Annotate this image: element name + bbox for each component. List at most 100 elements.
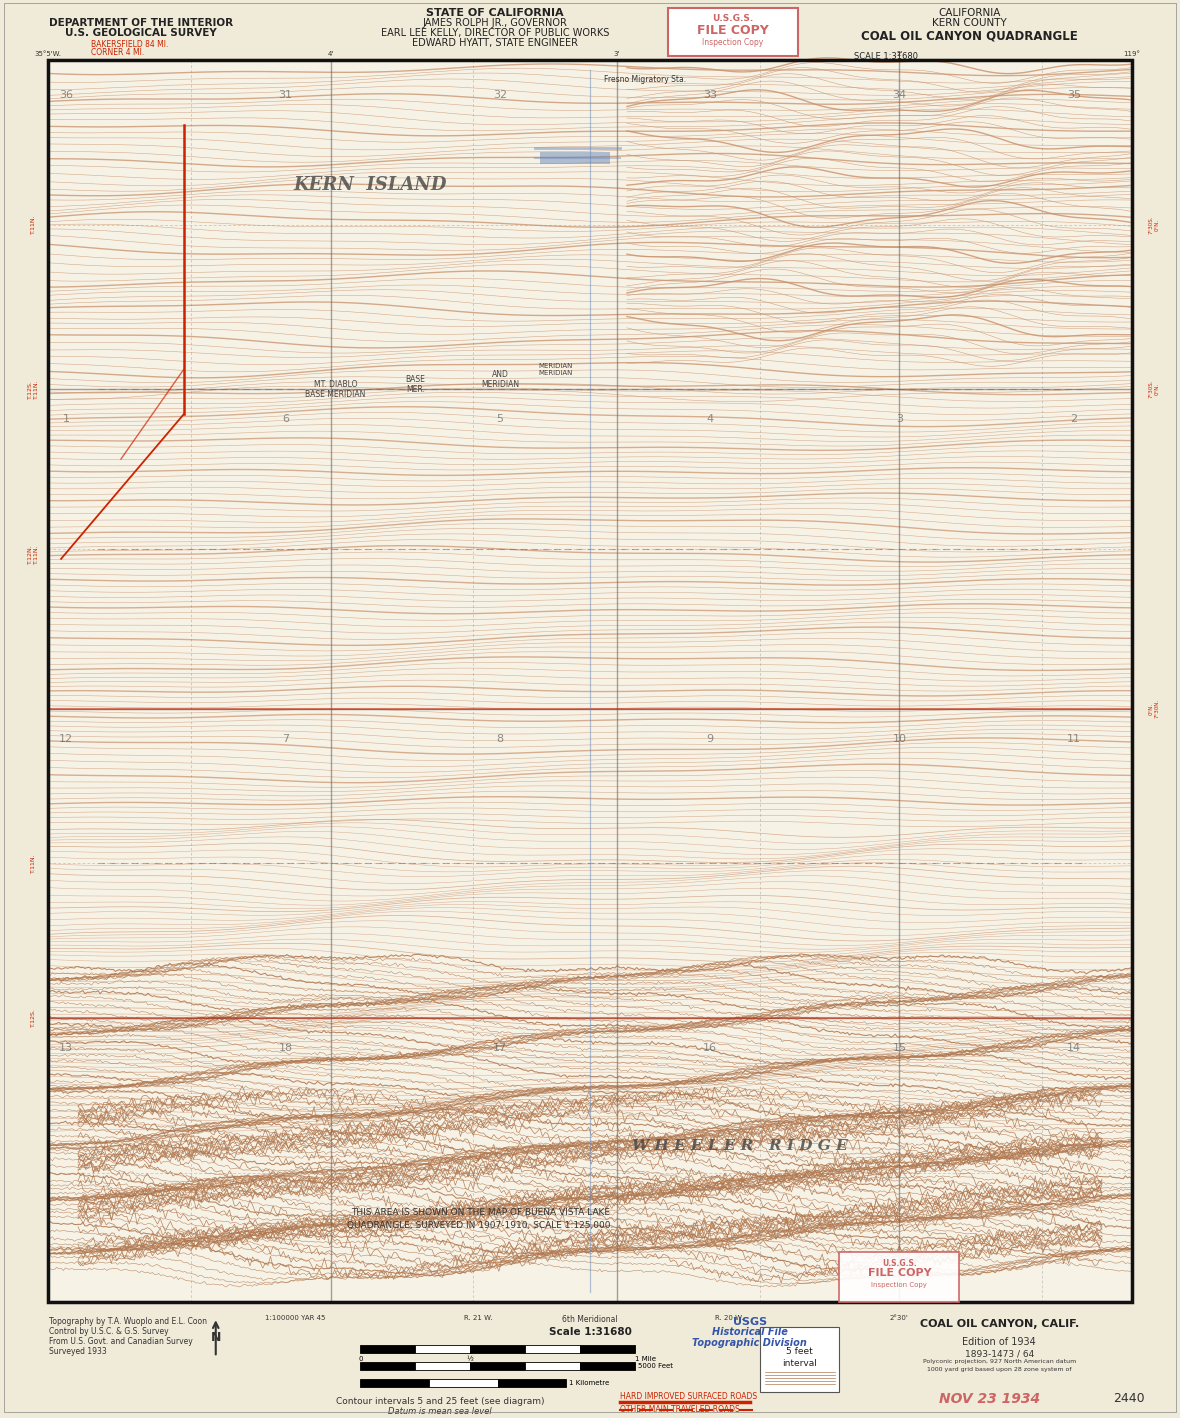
Bar xyxy=(48,60,1132,1302)
Text: 0: 0 xyxy=(359,1356,362,1363)
Text: R. 21 W.: R. 21 W. xyxy=(464,1316,492,1322)
Text: 10: 10 xyxy=(892,733,906,743)
Text: N: N xyxy=(210,1332,221,1344)
Bar xyxy=(360,1363,415,1370)
Text: Scale 1:31680: Scale 1:31680 xyxy=(549,1327,631,1337)
Bar xyxy=(360,1380,430,1387)
Text: 6th Meridional: 6th Meridional xyxy=(562,1316,618,1324)
Text: Edition of 1934: Edition of 1934 xyxy=(963,1337,1036,1347)
Text: 13: 13 xyxy=(59,1042,73,1054)
Text: AND
MERIDIAN: AND MERIDIAN xyxy=(481,370,519,389)
Text: 18: 18 xyxy=(278,1042,293,1054)
Text: 9: 9 xyxy=(706,733,714,743)
Text: COAL OIL CANYON QUADRANGLE: COAL OIL CANYON QUADRANGLE xyxy=(861,30,1077,43)
Text: 1 Kilometre: 1 Kilometre xyxy=(569,1380,610,1387)
Bar xyxy=(525,1346,581,1353)
Text: BAKERSFIELD 84 MI.: BAKERSFIELD 84 MI. xyxy=(91,40,169,48)
Text: 2: 2 xyxy=(1070,414,1077,424)
Text: Polyconic projection, 927 North American datum: Polyconic projection, 927 North American… xyxy=(923,1360,1076,1364)
Text: 34: 34 xyxy=(892,89,906,99)
Text: U.S.G.S.: U.S.G.S. xyxy=(712,14,753,23)
Text: 12: 12 xyxy=(59,733,73,743)
Text: 3: 3 xyxy=(896,414,903,424)
Text: MT. DIABLO
BASE MERIDIAN: MT. DIABLO BASE MERIDIAN xyxy=(306,380,366,398)
Text: 11: 11 xyxy=(1067,733,1081,743)
Text: T.12S.: T.12S. xyxy=(31,1008,35,1028)
Bar xyxy=(498,1380,566,1387)
Text: T.12S.
T.11N.: T.12S. T.11N. xyxy=(27,380,39,398)
Text: THIS AREA IS SHOWN ON THE MAP OF BUENA VISTA LAKE: THIS AREA IS SHOWN ON THE MAP OF BUENA V… xyxy=(350,1208,610,1217)
Text: 2440: 2440 xyxy=(1113,1392,1145,1405)
Text: BASE
MER.: BASE MER. xyxy=(406,374,425,394)
Text: Contour intervals 5 and 25 feet (see diagram): Contour intervals 5 and 25 feet (see dia… xyxy=(336,1397,544,1407)
Text: COAL OIL CANYON, CALIF.: COAL OIL CANYON, CALIF. xyxy=(919,1319,1079,1329)
Text: 1:100000 YAR 45: 1:100000 YAR 45 xyxy=(266,1316,326,1322)
Text: Surveyed 1933: Surveyed 1933 xyxy=(50,1347,107,1356)
Text: 32: 32 xyxy=(493,89,507,99)
Bar xyxy=(48,60,1132,1302)
Text: 35°5'W.: 35°5'W. xyxy=(34,51,61,57)
Text: interval: interval xyxy=(782,1360,817,1368)
Text: 35: 35 xyxy=(1067,89,1081,99)
Text: W H E E L E R   R I D G E: W H E E L E R R I D G E xyxy=(631,1139,847,1153)
Text: 14: 14 xyxy=(1067,1042,1081,1054)
Text: 6: 6 xyxy=(282,414,289,424)
Bar xyxy=(430,1380,498,1387)
Text: 0°N.
7°30N.: 0°N. 7°30N. xyxy=(1148,699,1159,718)
Text: 36: 36 xyxy=(59,89,73,99)
Text: From U.S. Govt. and Canadian Survey: From U.S. Govt. and Canadian Survey xyxy=(50,1337,192,1346)
Text: T.12N.
T.11N.: T.12N. T.11N. xyxy=(27,545,39,564)
Text: T.11N.: T.11N. xyxy=(31,214,35,234)
Text: CORNER 4 MI.: CORNER 4 MI. xyxy=(91,48,144,57)
Text: 1000 yard grid based upon 28 zone system of: 1000 yard grid based upon 28 zone system… xyxy=(927,1367,1071,1373)
Text: 5000 Feet: 5000 Feet xyxy=(638,1363,673,1370)
Text: EARL LEE KELLY, DIRECTOR OF PUBLIC WORKS: EARL LEE KELLY, DIRECTOR OF PUBLIC WORKS xyxy=(381,28,609,38)
Bar xyxy=(581,1346,635,1353)
Text: U.S.G.S.: U.S.G.S. xyxy=(881,1259,917,1269)
Text: 1893-1473 / 64: 1893-1473 / 64 xyxy=(964,1350,1034,1358)
Bar xyxy=(471,1346,525,1353)
Text: Topography by T.A. Wuoplo and E.L. Coon: Topography by T.A. Wuoplo and E.L. Coon xyxy=(50,1317,206,1326)
Text: Fresno Migratory Sta.: Fresno Migratory Sta. xyxy=(604,75,686,84)
Text: 2': 2' xyxy=(897,51,903,57)
Bar xyxy=(760,1327,839,1392)
Text: SCALE 1:31680: SCALE 1:31680 xyxy=(854,52,918,61)
Text: R. 20 W.: R. 20 W. xyxy=(715,1316,743,1322)
Text: STATE OF CALIFORNIA: STATE OF CALIFORNIA xyxy=(426,9,564,18)
Text: 7°30S.
0°N.: 7°30S. 0°N. xyxy=(1148,380,1159,398)
Text: MERIDIAN
MERIDIAN: MERIDIAN MERIDIAN xyxy=(538,363,572,376)
Text: 31: 31 xyxy=(278,89,293,99)
Text: FILE COPY: FILE COPY xyxy=(697,24,768,37)
Text: 33: 33 xyxy=(703,89,716,99)
Bar xyxy=(415,1363,471,1370)
Text: KERN COUNTY: KERN COUNTY xyxy=(932,18,1007,28)
Text: U.S. GEOLOGICAL SURVEY: U.S. GEOLOGICAL SURVEY xyxy=(65,28,217,38)
Text: 7°30S.
0°N.: 7°30S. 0°N. xyxy=(1148,216,1159,234)
Bar xyxy=(839,1252,959,1302)
Text: OTHER MAIN TRAVELED ROADS: OTHER MAIN TRAVELED ROADS xyxy=(620,1405,740,1414)
Text: Control by U.S.C. & G.S. Survey: Control by U.S.C. & G.S. Survey xyxy=(50,1327,169,1336)
Text: 7: 7 xyxy=(282,733,289,743)
Text: Historical File: Historical File xyxy=(712,1327,787,1337)
Bar xyxy=(525,1363,581,1370)
Text: 119°: 119° xyxy=(1123,51,1140,57)
Bar xyxy=(540,152,610,163)
Text: 16: 16 xyxy=(703,1042,716,1054)
Text: CALIFORNIA: CALIFORNIA xyxy=(938,9,1001,18)
Text: Inspection Copy: Inspection Copy xyxy=(702,38,763,47)
Text: KERN  ISLAND: KERN ISLAND xyxy=(294,176,447,194)
Text: DEPARTMENT OF THE INTERIOR: DEPARTMENT OF THE INTERIOR xyxy=(48,18,232,28)
Text: Inspection Copy: Inspection Copy xyxy=(872,1282,927,1289)
Text: T.11N.: T.11N. xyxy=(31,854,35,873)
Text: 3': 3' xyxy=(614,51,621,57)
Text: EDWARD HYATT, STATE ENGINEER: EDWARD HYATT, STATE ENGINEER xyxy=(412,38,578,48)
Bar xyxy=(471,1363,525,1370)
Text: 8: 8 xyxy=(497,733,504,743)
Text: JAMES ROLPH JR., GOVERNOR: JAMES ROLPH JR., GOVERNOR xyxy=(422,18,568,28)
Text: FILE COPY: FILE COPY xyxy=(867,1269,931,1279)
Text: 5 feet: 5 feet xyxy=(786,1347,813,1356)
Text: Datum is mean sea level: Datum is mean sea level xyxy=(388,1407,492,1417)
Text: QUADRANGLE, SURVEYED IN 1907-1910, SCALE 1:125,000.: QUADRANGLE, SURVEYED IN 1907-1910, SCALE… xyxy=(347,1221,614,1229)
Text: 1: 1 xyxy=(63,414,70,424)
Text: USGS: USGS xyxy=(733,1317,767,1327)
